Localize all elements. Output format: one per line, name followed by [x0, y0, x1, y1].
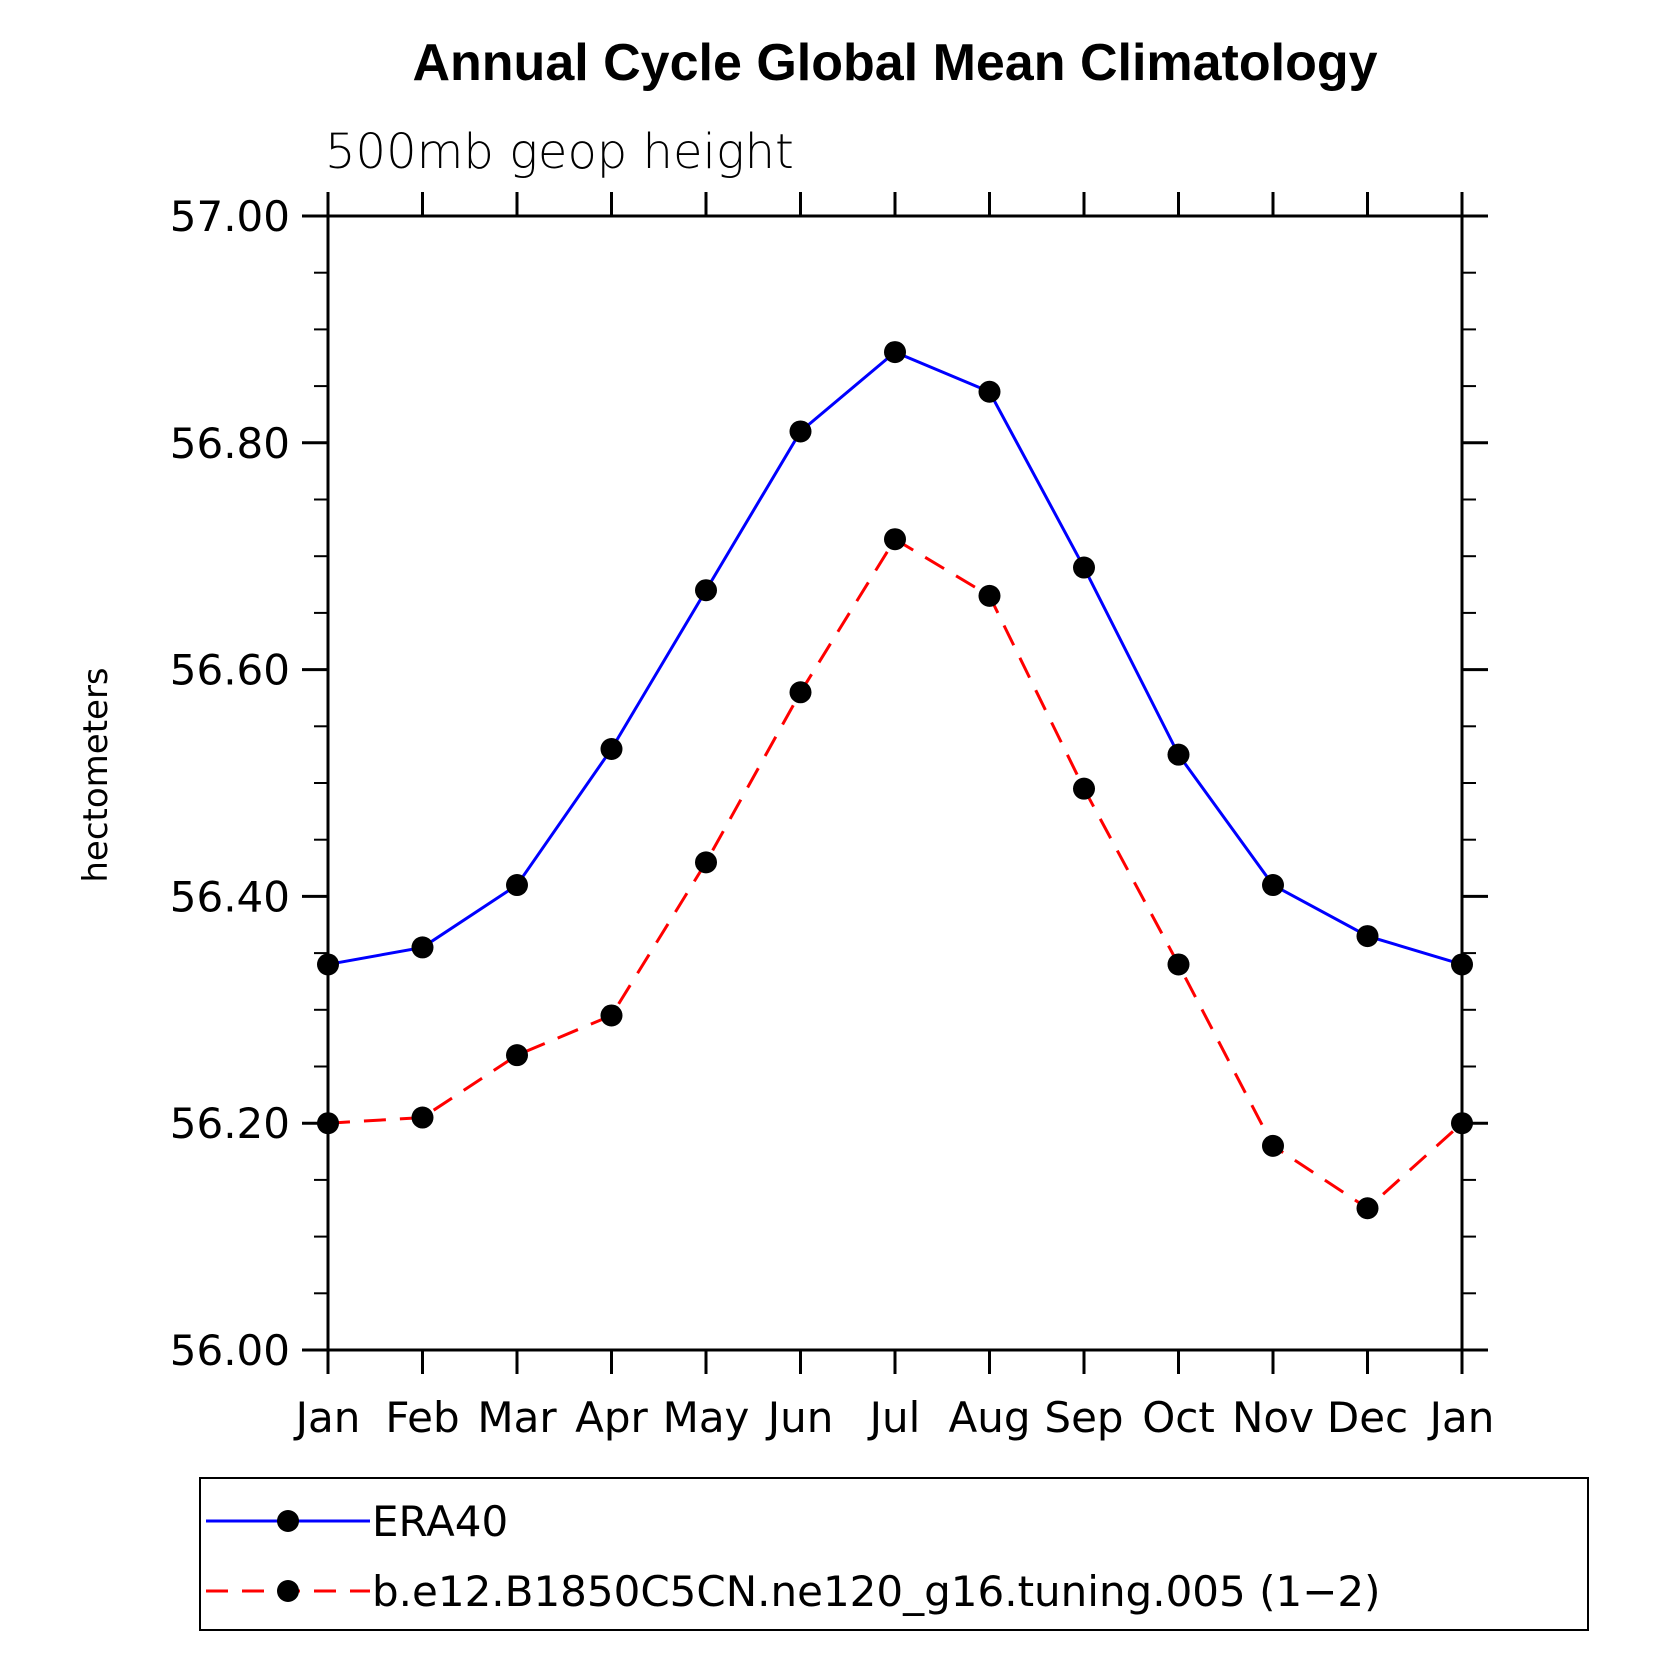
y-tick-label: 56.60 [170, 646, 290, 695]
series-1-point [317, 953, 339, 976]
x-tick-label: Apr [575, 1393, 648, 1442]
x-tick-label: Nov [1232, 1393, 1314, 1442]
x-tick-label: Jan [1427, 1393, 1495, 1442]
x-tick-label: Aug [948, 1393, 1030, 1442]
series-line-2 [327, 537, 1464, 1211]
series-1-point [789, 420, 812, 443]
x-tick-label: Jan [293, 1393, 361, 1442]
series-1-point [1073, 556, 1095, 579]
series-2-point [978, 584, 1001, 607]
series-2-point [789, 681, 812, 704]
legend: ERA40 b.e12.B1850C5CN.ne120_g16.tuning.00… [199, 1477, 1589, 1631]
series-1-point [600, 737, 623, 760]
x-tick-label: Oct [1142, 1393, 1215, 1442]
y-axis-label: hectometers [76, 667, 116, 882]
series-1-point [1451, 953, 1473, 976]
x-tick-label: Dec [1327, 1393, 1408, 1442]
legend-label-2: b.e12.B1850C5CN.ne120_g16.tuning.005 (1−… [372, 1567, 1381, 1616]
series-2-point [1262, 1134, 1284, 1157]
x-tick-label: Feb [385, 1393, 459, 1442]
series-2-point [317, 1112, 339, 1135]
series-1-point [1262, 874, 1284, 897]
y-tick-label: 56.20 [170, 1099, 290, 1148]
legend-box [199, 1477, 1589, 1631]
series-1-point [506, 874, 528, 897]
x-tick-label: Jun [765, 1393, 834, 1442]
chart-subtitle: 500mb geop height [325, 124, 794, 180]
series-2-point [1073, 777, 1095, 800]
plot-area: Jan Feb Mar Apr May Jun Jul Aug Sep Oct Nov Dec Jan5… [170, 192, 1495, 1442]
series-1-point [1356, 925, 1379, 948]
x-tick-label: May [663, 1393, 750, 1442]
series-2-point [411, 1106, 434, 1129]
x-tick-label: Jul [867, 1393, 921, 1442]
x-tick-label: Sep [1044, 1393, 1123, 1442]
series-1-point [978, 380, 1001, 403]
series-1-point [884, 341, 906, 364]
legend-label-1: ERA40 [372, 1497, 508, 1546]
series-1-point [411, 936, 434, 959]
chart-title: Annual Cycle Global Mean Climatology [412, 34, 1377, 92]
legend-marker-1 [277, 1510, 299, 1532]
legend-marker-2 [277, 1580, 299, 1602]
series-2-point [695, 851, 717, 874]
series-2-point [506, 1044, 528, 1067]
x-tick-label: Mar [477, 1393, 557, 1442]
plot-frame [326, 214, 1464, 1352]
y-tick-label: 57.00 [170, 192, 290, 241]
series-2-point [1356, 1197, 1379, 1220]
y-tick-label: 56.80 [170, 419, 290, 468]
series-line-1 [327, 350, 1463, 966]
series-2-point [1451, 1112, 1473, 1135]
y-tick-label: 56.40 [170, 872, 290, 921]
y-tick-label: 56.00 [170, 1326, 290, 1375]
series-2-point [884, 528, 906, 551]
series-2-point [1167, 953, 1190, 976]
series-1-point [695, 579, 717, 602]
series-2-point [600, 1004, 623, 1027]
series-1-point [1167, 743, 1190, 766]
